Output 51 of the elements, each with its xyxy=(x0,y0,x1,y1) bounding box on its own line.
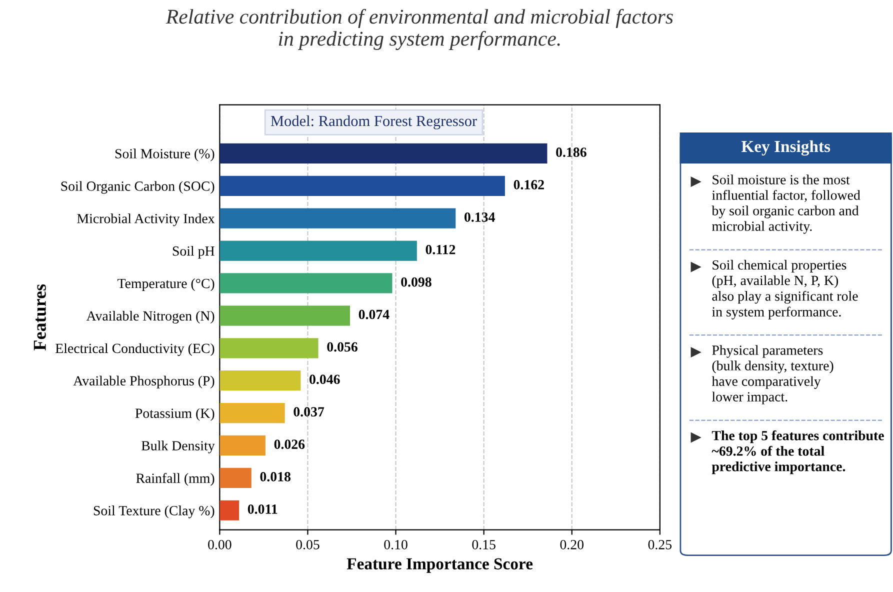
data-label: 0.186 xyxy=(556,148,586,157)
x-tick-label: 0.25 xyxy=(648,540,672,550)
y-tick-label: Available Phosphorus (P) xyxy=(73,376,214,388)
y-axis-title: Features xyxy=(34,284,46,350)
x-tick-label: 0.10 xyxy=(384,540,408,550)
text: Model: Random Forest Regressor xyxy=(270,115,477,130)
bar xyxy=(220,306,350,326)
bar xyxy=(220,273,392,294)
text: The top 5 features contribute ~69.2% of the total predictive importance. xyxy=(712,430,884,474)
y-tick-label: Soil Moisture (%) xyxy=(115,148,214,162)
y-tick-label: Soil Organic Carbon (SOC) xyxy=(61,181,214,194)
data-label: 0.098 xyxy=(401,277,432,287)
bar xyxy=(220,176,505,196)
x-tick-label: 0.20 xyxy=(560,540,584,550)
bar xyxy=(220,500,240,520)
data-label: 0.074 xyxy=(358,310,390,320)
data-label: 0.018 xyxy=(260,472,290,482)
data-label: 0.056 xyxy=(327,342,358,352)
text: Key Insights xyxy=(741,140,830,156)
bar xyxy=(220,468,252,488)
bar xyxy=(220,143,548,164)
text: Physical parameters (bulk density, texture) have comparatively lower impact. xyxy=(712,345,834,404)
y-tick-label: Soil pH xyxy=(172,246,214,259)
text: Soil chemical properties (pH, available N, P, K) also play a significant role in system performance. xyxy=(712,260,858,320)
y-tick-label: Electrical Conductivity (EC) xyxy=(56,343,214,356)
chart-title: Relative contribution of environmental and microbial factors in predicting system performance. xyxy=(166,8,673,50)
data-label: 0.026 xyxy=(274,440,305,450)
y-tick-label: Bulk Density xyxy=(142,440,215,454)
bar xyxy=(220,240,417,261)
data-label: 0.037 xyxy=(294,407,324,417)
data-label: 0.134 xyxy=(464,212,495,222)
y-tick-label: Rainfall (mm) xyxy=(136,473,214,486)
data-label: 0.162 xyxy=(514,180,544,190)
y-tick-label: Microbial Activity Index xyxy=(77,214,215,226)
x-tick-label: 0.00 xyxy=(208,540,232,550)
data-label: 0.112 xyxy=(426,244,456,254)
data-label: 0.046 xyxy=(310,374,340,384)
y-tick-label: Available Nitrogen (N) xyxy=(86,310,214,324)
x-tick-label: 0.05 xyxy=(296,540,320,550)
y-tick-label: Soil Texture (Clay %) xyxy=(94,506,214,518)
bar xyxy=(220,402,285,424)
bar xyxy=(220,208,456,228)
x-axis-title: Feature Importance Score xyxy=(346,558,533,573)
text: Soil moisture is the most influential factor, followed by soil organic carbon and microbial activity. xyxy=(712,174,860,234)
x-tick-label: 0.15 xyxy=(472,540,496,550)
bar xyxy=(220,338,318,358)
bar xyxy=(220,370,301,391)
bar xyxy=(220,435,266,456)
y-tick-label: Temperature (°C) xyxy=(118,278,214,292)
data-label: 0.011 xyxy=(248,504,278,514)
y-tick-label: Potassium (K) xyxy=(135,408,214,421)
